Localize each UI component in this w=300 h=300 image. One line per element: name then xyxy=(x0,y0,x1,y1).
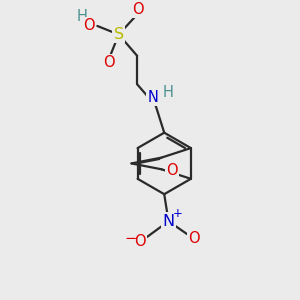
Text: H: H xyxy=(76,8,87,23)
Text: O: O xyxy=(84,19,95,34)
Text: O: O xyxy=(167,163,178,178)
Text: +: + xyxy=(173,207,182,220)
Text: O: O xyxy=(103,56,115,70)
Text: O: O xyxy=(188,231,200,246)
Text: O: O xyxy=(134,234,146,249)
Text: H: H xyxy=(163,85,174,100)
Text: S: S xyxy=(114,27,124,42)
Text: N: N xyxy=(147,90,158,105)
Text: O: O xyxy=(132,2,144,17)
Text: N: N xyxy=(162,214,175,229)
Text: −: − xyxy=(124,231,136,246)
